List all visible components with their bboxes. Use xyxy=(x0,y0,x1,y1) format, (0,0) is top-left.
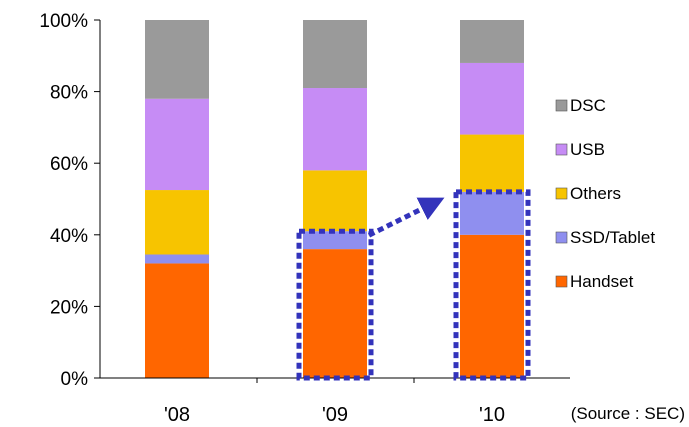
y-tick-label: 0% xyxy=(61,369,89,390)
legend-label-others: Others xyxy=(570,184,621,203)
annotations xyxy=(296,189,531,381)
legend-label-ssd-tablet: SSD/Tablet xyxy=(570,228,655,247)
bar-segment-others-3 xyxy=(460,134,524,192)
bar-segment-handset-3 xyxy=(460,234,524,378)
y-tick-label: 100% xyxy=(39,11,88,32)
y-tick-label: 20% xyxy=(50,297,88,318)
highlight-box-3 xyxy=(453,189,531,381)
bar-segment-ssd-tablet-1 xyxy=(145,254,209,264)
bar-segment-others-1 xyxy=(145,190,209,255)
x-category-label: '09 xyxy=(322,404,348,426)
legend: DSC USB Others SSD/Tablet Handset xyxy=(555,96,655,291)
bar-segment-usb-2 xyxy=(303,88,367,171)
legend-swatch-handset xyxy=(555,275,568,288)
y-tick-label: 80% xyxy=(50,83,88,104)
x-category-label: '10 xyxy=(479,404,505,426)
plot-area xyxy=(145,20,524,378)
legend-swatch-ssd-tablet xyxy=(555,231,568,244)
legend-swatch-dsc xyxy=(555,99,568,112)
bar-segment-others-2 xyxy=(303,170,367,232)
legend-label-handset: Handset xyxy=(570,272,634,291)
source-note: (Source : SEC) xyxy=(571,404,685,423)
highlight-box-2 xyxy=(296,228,374,381)
bar-segment-dsc-3 xyxy=(460,20,524,63)
legend-label-usb: USB xyxy=(570,140,605,159)
x-category-label: '08 xyxy=(164,404,190,426)
growth-arrow xyxy=(367,197,445,238)
bar-segment-usb-3 xyxy=(460,62,524,135)
bar-segment-ssd-tablet-3 xyxy=(460,191,524,235)
bar-segment-usb-1 xyxy=(145,98,209,191)
y-tick-label: 60% xyxy=(50,154,88,175)
bar-segment-handset-1 xyxy=(145,263,209,378)
bar-segment-handset-2 xyxy=(303,249,367,378)
legend-swatch-usb xyxy=(555,143,568,156)
bar-segment-ssd-tablet-2 xyxy=(303,231,367,250)
legend-swatch-others xyxy=(555,187,568,200)
bar-segment-dsc-1 xyxy=(145,20,209,99)
y-tick-label: 40% xyxy=(50,226,88,247)
bar-segment-dsc-2 xyxy=(303,20,367,89)
legend-label-dsc: DSC xyxy=(570,96,606,115)
